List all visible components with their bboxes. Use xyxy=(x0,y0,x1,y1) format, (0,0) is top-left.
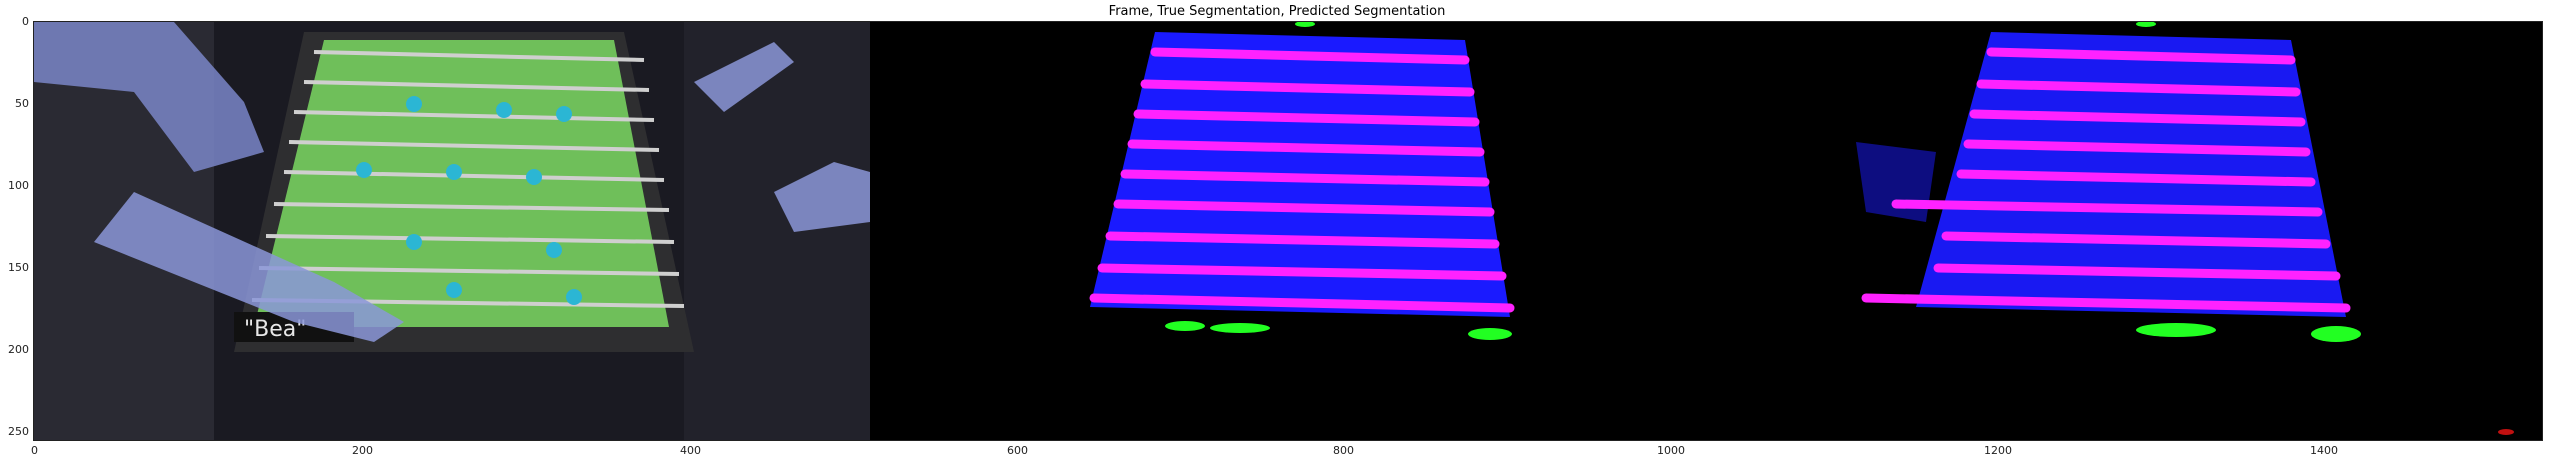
y-tick-label: 0 xyxy=(22,15,29,28)
figure-title: Frame, True Segmentation, Predicted Segm… xyxy=(1108,4,1446,19)
frame-panel: "Bea" xyxy=(34,22,870,440)
x-tick-label: 600 xyxy=(1007,444,1028,457)
x-tick-label: 1400 xyxy=(2310,444,2338,457)
y-tick-label: 200 xyxy=(8,343,29,356)
y-tick-label: 250 xyxy=(8,425,29,438)
y-tick-label: 150 xyxy=(8,261,29,274)
y-tick-label: 100 xyxy=(8,179,29,192)
x-tick-label: 1200 xyxy=(1984,444,2012,457)
image-plot-area: "Bea" xyxy=(33,21,2543,441)
predicted-segmentation-panel xyxy=(1706,22,2542,440)
y-tick-label: 50 xyxy=(15,97,29,110)
true-segmentation-panel xyxy=(870,22,1706,440)
x-tick-label: 1000 xyxy=(1657,444,1685,457)
x-tick-label: 0 xyxy=(31,444,38,457)
x-tick-label: 800 xyxy=(1333,444,1354,457)
x-tick-label: 200 xyxy=(352,444,373,457)
x-tick-label: 400 xyxy=(680,444,701,457)
